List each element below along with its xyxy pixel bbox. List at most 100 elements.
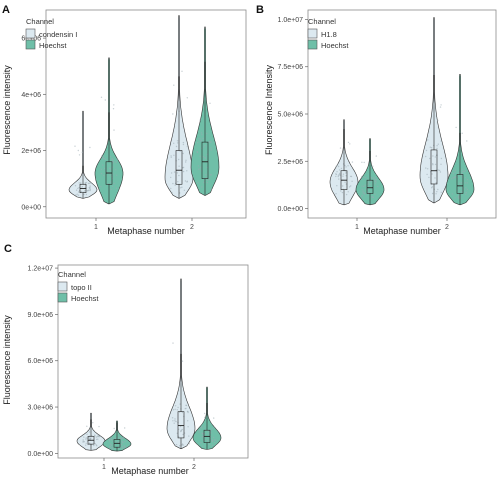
panel-c-box <box>177 411 185 439</box>
panel-c-point <box>83 436 85 438</box>
panel-a-point <box>115 161 117 163</box>
panel-c-point <box>109 443 112 445</box>
panel-c-point <box>118 441 120 443</box>
panel-a-point <box>85 181 88 184</box>
panel-b-point <box>436 191 438 193</box>
panel-a-point <box>197 181 199 184</box>
panel-b-point <box>430 147 433 149</box>
panel-a-point <box>115 187 118 189</box>
panel-c-plot-frame <box>57 264 249 459</box>
panel-a-point <box>210 174 212 176</box>
panel-c-point <box>179 403 181 405</box>
panel-c-point <box>179 425 182 428</box>
panel-c-point <box>188 435 190 437</box>
panel-c-point <box>95 438 98 441</box>
panel-c-point <box>85 442 87 444</box>
panel-c-point <box>115 440 118 443</box>
panel-b-point <box>345 172 347 174</box>
panel-b-point <box>373 178 375 180</box>
panel-c-point <box>182 433 184 436</box>
panel-b-point <box>458 197 460 199</box>
panel-b-point <box>463 188 465 190</box>
panel-c-point <box>92 422 94 424</box>
panel-b-point <box>455 175 457 178</box>
panel-b-point <box>335 175 337 178</box>
panel-a-point <box>186 181 188 183</box>
panel-b-point <box>440 191 442 193</box>
panel-b-point <box>336 171 338 173</box>
panel-c-letter: C <box>4 243 12 255</box>
panel-b-point <box>461 191 463 193</box>
panel-b-point <box>452 177 454 179</box>
panel-a-point <box>186 97 188 99</box>
panel-b-point <box>458 195 460 198</box>
panel-b-point <box>454 169 457 171</box>
panel-a-xtick-label: 2 <box>190 224 194 231</box>
panel-a-point <box>75 189 78 191</box>
panel-a-point <box>178 165 180 167</box>
panel-b-point <box>464 182 467 184</box>
panel-c-point <box>174 418 176 420</box>
panel-b-point <box>349 143 351 145</box>
panel-a-xtick-label: 1 <box>94 224 98 231</box>
panel-b-letter: B <box>256 4 264 16</box>
panel-b-point <box>374 193 376 195</box>
panel-a-point <box>100 168 103 171</box>
panel-c-point <box>98 436 100 438</box>
panel-c-xtick-label: 1 <box>102 464 106 471</box>
panel-c-point <box>108 439 110 441</box>
panel-a-point <box>81 151 84 153</box>
panel-b-point <box>373 177 375 179</box>
panel-b-point <box>340 190 342 192</box>
panel-b-point <box>361 185 363 187</box>
panel-b-point <box>350 185 352 187</box>
panel-b-point <box>348 186 351 188</box>
panel-b-legend-label-1: H1.8 <box>321 30 337 39</box>
panel-b-point <box>465 193 467 195</box>
panel-b-point <box>342 185 344 187</box>
panel-b-point <box>436 117 438 119</box>
panel-c-point <box>204 426 206 428</box>
panel-a-point <box>112 159 114 161</box>
panel-a-point <box>170 156 172 158</box>
panel-a-point <box>208 178 210 181</box>
panel-c-point <box>109 447 111 449</box>
panel-c-point <box>210 432 212 434</box>
panel-c-point <box>85 437 88 439</box>
panel-a-point <box>89 189 91 192</box>
panel-c-points-1-1 <box>82 422 100 447</box>
panel-a-ytick-label: 4e+06 <box>21 92 41 99</box>
panel-b-ytick-label: 7.5e+06 <box>278 64 304 71</box>
panel-a-point <box>197 138 200 140</box>
panel-b-point <box>427 139 429 141</box>
panel-b-point <box>461 132 463 134</box>
panel-a-point <box>109 168 112 170</box>
panel-a-point <box>175 145 178 148</box>
panel-c-point <box>198 431 200 433</box>
panel-a-point <box>81 186 84 188</box>
panel-c-point <box>214 441 216 444</box>
panel-c-point <box>114 437 117 440</box>
panel-b-point <box>337 174 340 176</box>
panel-b-box <box>366 179 374 194</box>
panel-b-point <box>351 180 353 182</box>
panel-c-point <box>110 444 113 446</box>
panel-a-point <box>104 99 107 101</box>
panel-b-point <box>439 171 442 173</box>
panel-a-point <box>170 176 172 179</box>
panel-a-point <box>170 187 172 190</box>
panel-a-ytick-label: 0e+00 <box>21 204 41 211</box>
panel-a-point <box>197 142 199 144</box>
panel-a-point <box>180 187 182 189</box>
panel-a-point <box>102 156 105 158</box>
panel-c-point <box>174 420 176 422</box>
panel-c-point <box>122 437 124 440</box>
panel-a-point <box>198 168 200 170</box>
panel-b-point <box>339 147 342 149</box>
panel-c-point <box>187 426 189 428</box>
panel-a-point <box>182 167 184 169</box>
panel-c-point <box>174 408 176 410</box>
panel-c-point <box>198 429 200 431</box>
panel-b-point <box>437 169 439 171</box>
panel-c-point <box>181 411 184 414</box>
